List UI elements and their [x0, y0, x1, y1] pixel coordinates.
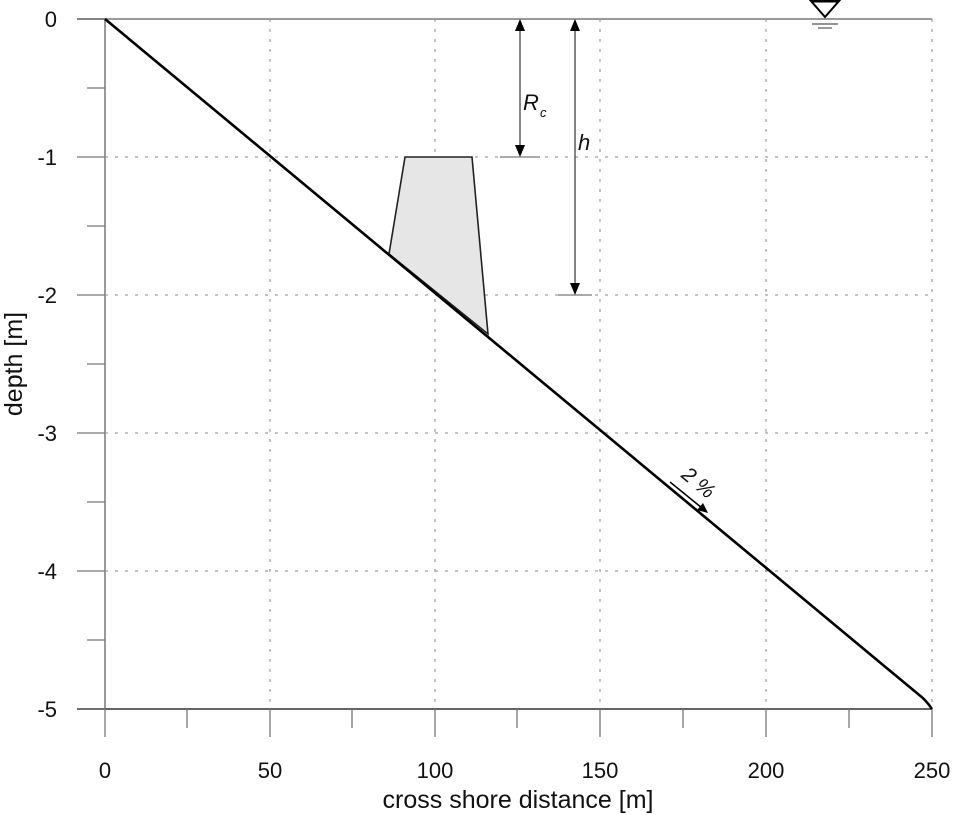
x-tick-label: 200 [748, 758, 785, 783]
y-tick-label: -1 [37, 145, 57, 170]
slope-annotation: 2 % [669, 462, 719, 513]
water-level-icon [808, 0, 842, 29]
y-ticks [77, 18, 105, 710]
x-tick-label: 100 [417, 758, 454, 783]
x-tick-label: 150 [582, 758, 619, 783]
y-tick-label: -4 [37, 559, 57, 584]
freeboard-subscript: c [540, 105, 547, 120]
x-tick-label: 250 [914, 758, 951, 783]
y-tick-label: -5 [37, 697, 57, 722]
x-tick-labels: 0 50 100 150 200 250 [99, 758, 950, 783]
y-tick-label: -2 [37, 283, 57, 308]
x-axis-title: cross shore distance [m] [383, 786, 654, 814]
x-ticks [104, 709, 933, 737]
freeboard-dimension-arrow [500, 19, 540, 158]
breakwater-structure [388, 156, 489, 336]
depth-dimension-arrow [558, 19, 592, 296]
y-tick-labels: 0 -1 -2 -3 -4 -5 [37, 7, 57, 722]
y-tick-label: -3 [37, 421, 57, 446]
freeboard-label: R [523, 90, 539, 115]
depth-label: h [578, 130, 590, 155]
axes [77, 18, 932, 710]
y-axis-title: depth [m] [0, 312, 28, 416]
x-tick-label: 0 [99, 758, 111, 783]
bed-profile-line [104, 17, 934, 710]
x-tick-label: 50 [258, 758, 282, 783]
y-tick-label: 0 [45, 7, 57, 32]
